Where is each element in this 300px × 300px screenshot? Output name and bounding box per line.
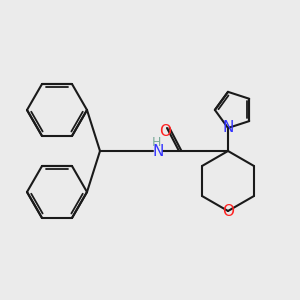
Text: O: O bbox=[222, 203, 234, 218]
Text: N: N bbox=[152, 143, 164, 158]
Text: O: O bbox=[159, 124, 171, 140]
Text: N: N bbox=[222, 121, 234, 136]
Text: H: H bbox=[151, 136, 161, 148]
